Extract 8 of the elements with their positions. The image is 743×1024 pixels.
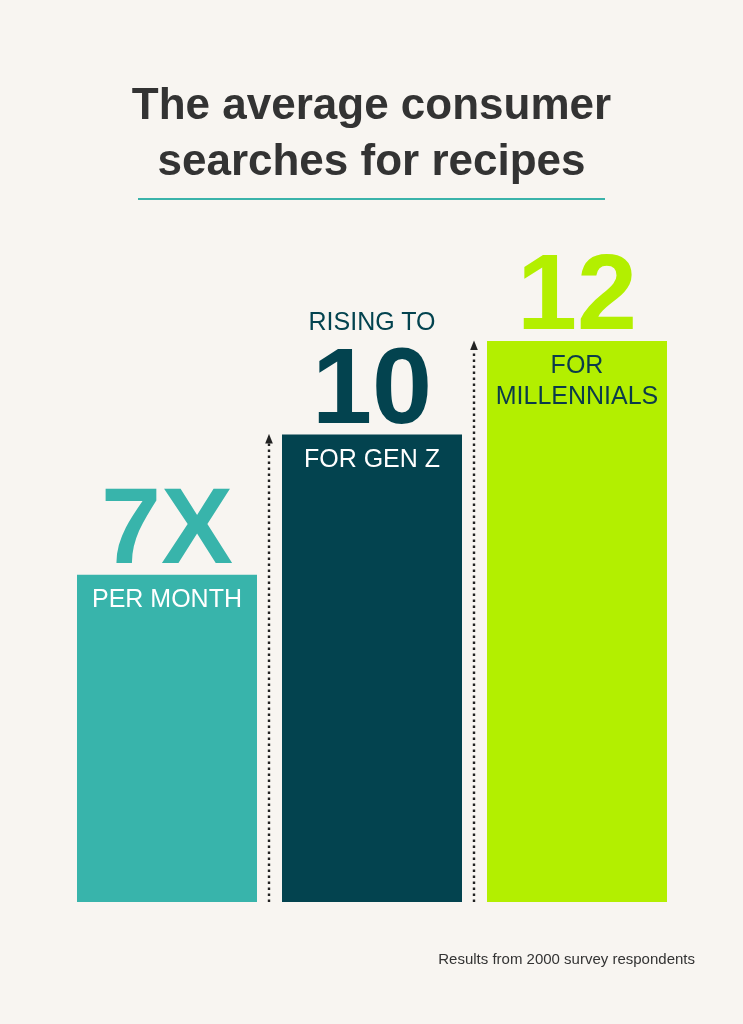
data-label: RISING TO 10 [308,306,436,446]
chart-title: The average consumer searches for recipes [130,78,613,186]
data-label: 12 [516,231,638,352]
x-tick-label: FOR MILLENNIALS [495,350,659,409]
x-tick-label: PER MONTH [92,583,242,612]
x-tick-label: FOR GEN Z [303,443,441,472]
text: Results from 2000 survey respondents [438,950,695,967]
data-label: 7X [100,464,234,586]
